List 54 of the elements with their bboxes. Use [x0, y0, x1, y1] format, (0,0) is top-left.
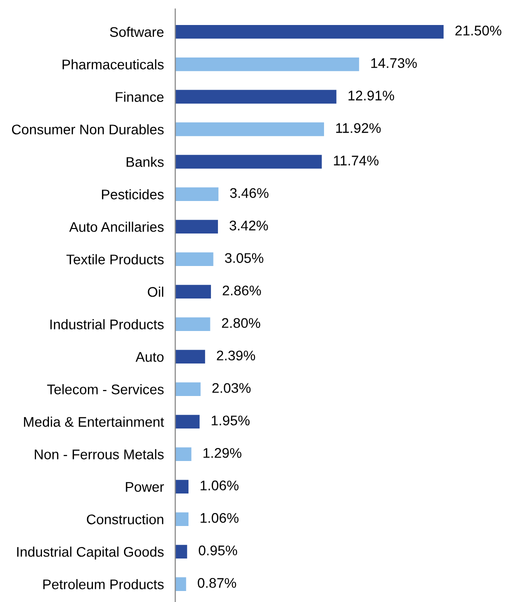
bar — [175, 24, 444, 39]
bar — [175, 90, 336, 104]
data-label: 1.06% — [200, 480, 238, 490]
y-tick-label: Banks — [126, 156, 164, 167]
bar — [175, 154, 322, 169]
bar — [175, 480, 188, 494]
y-tick-label: Industrial Products — [50, 319, 164, 330]
data-label: 1.29% — [204, 448, 242, 458]
data-label: 0.87% — [198, 578, 236, 588]
y-tick-label: Non - Ferrous Metals — [34, 449, 164, 460]
data-label: 2.03% — [212, 383, 251, 393]
y-tick-label: Telecom - Services — [47, 384, 164, 394]
data-label: 0.95% — [198, 546, 238, 556]
y-tick-label: Consumer Non Durables — [12, 124, 164, 134]
bar — [175, 350, 206, 364]
data-label: 2.39% — [216, 350, 256, 360]
data-label: 3.46% — [230, 188, 268, 198]
y-tick-label: Textile Products — [66, 254, 164, 264]
bar — [175, 414, 200, 428]
bar — [175, 447, 192, 461]
data-label: 2.86% — [222, 286, 261, 296]
y-tick-label: Pesticides — [102, 189, 164, 200]
bar — [175, 317, 210, 332]
data-label: 2.80% — [222, 318, 260, 328]
bar — [175, 284, 211, 299]
bar — [175, 187, 218, 202]
bar — [175, 577, 186, 591]
y-tick-label: Pharmaceuticals — [62, 59, 164, 70]
data-label: 3.05% — [224, 253, 264, 263]
bar — [175, 57, 360, 72]
y-tick-label: Auto — [136, 352, 164, 362]
y-tick-label: Industrial Capital Goods — [17, 546, 164, 560]
y-tick-label: Auto Ancillaries — [69, 222, 164, 232]
bar — [175, 512, 188, 526]
y-tick-label: Oil — [148, 286, 164, 297]
bar — [175, 544, 188, 558]
y-tick-label: Media & Entertainment — [24, 416, 164, 427]
y-tick-label: Power — [126, 482, 164, 492]
data-label: 1.95% — [212, 416, 250, 426]
data-label: 12.91% — [348, 90, 394, 100]
y-tick-label: Petroleum Products — [43, 579, 164, 590]
bar — [175, 252, 214, 266]
bar — [175, 220, 218, 234]
data-label: 21.50% — [455, 26, 502, 36]
bar — [175, 382, 201, 396]
data-label: 11.92% — [336, 123, 381, 133]
data-label: 1.06% — [200, 513, 238, 523]
y-tick-label: Construction — [86, 514, 164, 524]
bar — [175, 122, 324, 136]
data-label: 14.73% — [371, 58, 417, 68]
data-label: 3.42% — [230, 220, 268, 230]
y-tick-label: Software — [110, 26, 164, 37]
data-label: 11.74% — [334, 156, 378, 166]
y-tick-label: Finance — [116, 92, 164, 102]
